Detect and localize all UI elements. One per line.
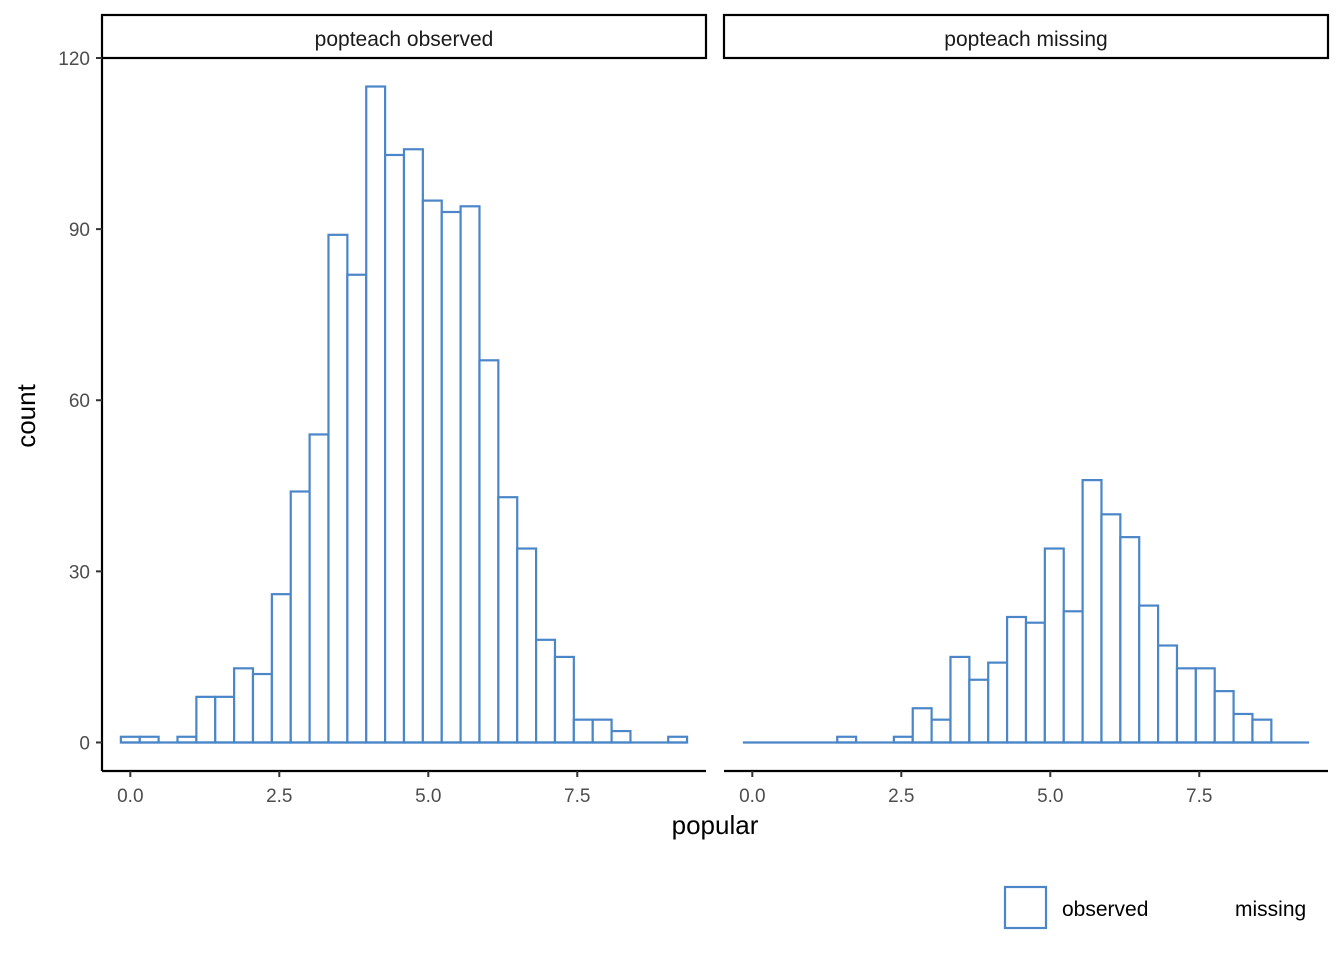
- bar-observed-14: [384, 153, 406, 744]
- y-tick-label-0: 0: [79, 733, 90, 754]
- facet-popteach-missing: popteach missing 0.0 2.5 5.0 7.5: [722, 13, 1330, 807]
- bar-observed-18: [459, 205, 481, 744]
- bar-observed-25: [591, 718, 613, 744]
- bar-missing-25: [1213, 690, 1235, 744]
- x-tick-label-missing-3: 7.5: [1186, 786, 1212, 807]
- x-tick-label-missing-2: 5.0: [1037, 786, 1063, 807]
- bar-missing-27: [1251, 718, 1273, 744]
- x-tick-label-observed-2: 5.0: [415, 786, 441, 807]
- facet-popteach-observed: popteach observed 0.0 2.5 5.0 7.5: [100, 13, 708, 807]
- legend: observed missing: [1003, 885, 1306, 930]
- strip-box-observed: [100, 13, 708, 60]
- y-tick-label-1: 30: [69, 562, 90, 583]
- y-axis: 0 30 60 90 120: [58, 49, 104, 771]
- bar-missing-10: [930, 718, 952, 744]
- bar-observed-22: [534, 638, 557, 744]
- x-tick-label-observed-0: 0.0: [117, 786, 143, 807]
- legend-label-observed: observed: [1062, 898, 1148, 921]
- x-tick-label-observed-1: 2.5: [266, 786, 292, 807]
- bar-observed-21: [516, 547, 538, 744]
- bar-observed-8: [270, 593, 292, 744]
- bar-missing-16: [1043, 547, 1065, 744]
- bar-observed-17: [440, 210, 462, 744]
- bar-missing-26: [1232, 712, 1254, 744]
- bar-missing-18: [1081, 479, 1103, 744]
- x-axis-title: popular: [672, 810, 759, 840]
- bar-missing-24: [1194, 667, 1216, 744]
- bar-observed-20: [497, 496, 519, 744]
- bar-observed-11: [327, 233, 349, 744]
- bar-missing-11: [949, 655, 971, 744]
- bar-missing-17: [1062, 610, 1084, 744]
- legend-key-observed: [1003, 885, 1048, 930]
- strip-label-observed: popteach observed: [315, 28, 494, 51]
- y-axis-title: count: [11, 383, 41, 447]
- x-axis-observed: 0.0 2.5 5.0 7.5: [102, 769, 706, 807]
- bar-observed-5: [214, 695, 236, 744]
- x-tick-label-missing-1: 2.5: [888, 786, 914, 807]
- bar-missing-13: [987, 661, 1009, 744]
- bar-observed-24: [572, 718, 594, 744]
- bar-observed-15: [402, 148, 424, 744]
- bar-observed-13: [365, 85, 387, 744]
- bar-missing-20: [1119, 536, 1141, 744]
- strip-box-missing: [722, 13, 1330, 60]
- bar-observed-9: [289, 490, 311, 744]
- bar-observed-6: [233, 667, 255, 744]
- bar-missing-12: [968, 678, 990, 744]
- x-tick-label-observed-3: 7.5: [564, 786, 590, 807]
- legend-key-missing: [1180, 887, 1221, 928]
- bar-observed-26: [610, 729, 632, 744]
- bar-missing-9: [911, 707, 933, 744]
- bars-observed: [119, 85, 689, 744]
- y-tick-label-3: 90: [69, 220, 90, 241]
- bar-observed-4: [195, 695, 217, 744]
- bars-missing: [742, 479, 1310, 744]
- x-tick-label-missing-0: 0.0: [739, 786, 765, 807]
- bar-observed-16: [421, 199, 443, 744]
- bar-missing-22: [1156, 644, 1179, 744]
- bar-missing-14: [1006, 615, 1028, 744]
- bar-missing-19: [1100, 513, 1122, 744]
- bar-observed-7: [251, 672, 273, 744]
- y-tick-label-4: 120: [58, 49, 90, 70]
- bar-observed-19: [478, 359, 500, 744]
- x-axis-missing: 0.0 2.5 5.0 7.5: [724, 769, 1328, 807]
- bar-missing-21: [1138, 604, 1160, 744]
- bar-missing-15: [1024, 621, 1046, 744]
- bar-missing-23: [1175, 667, 1197, 744]
- y-tick-label-2: 60: [69, 391, 90, 412]
- strip-label-missing: popteach missing: [944, 28, 1107, 51]
- bar-observed-10: [308, 433, 330, 744]
- legend-label-missing: missing: [1235, 898, 1306, 921]
- bar-observed-12: [346, 273, 368, 744]
- bar-observed-23: [553, 655, 575, 744]
